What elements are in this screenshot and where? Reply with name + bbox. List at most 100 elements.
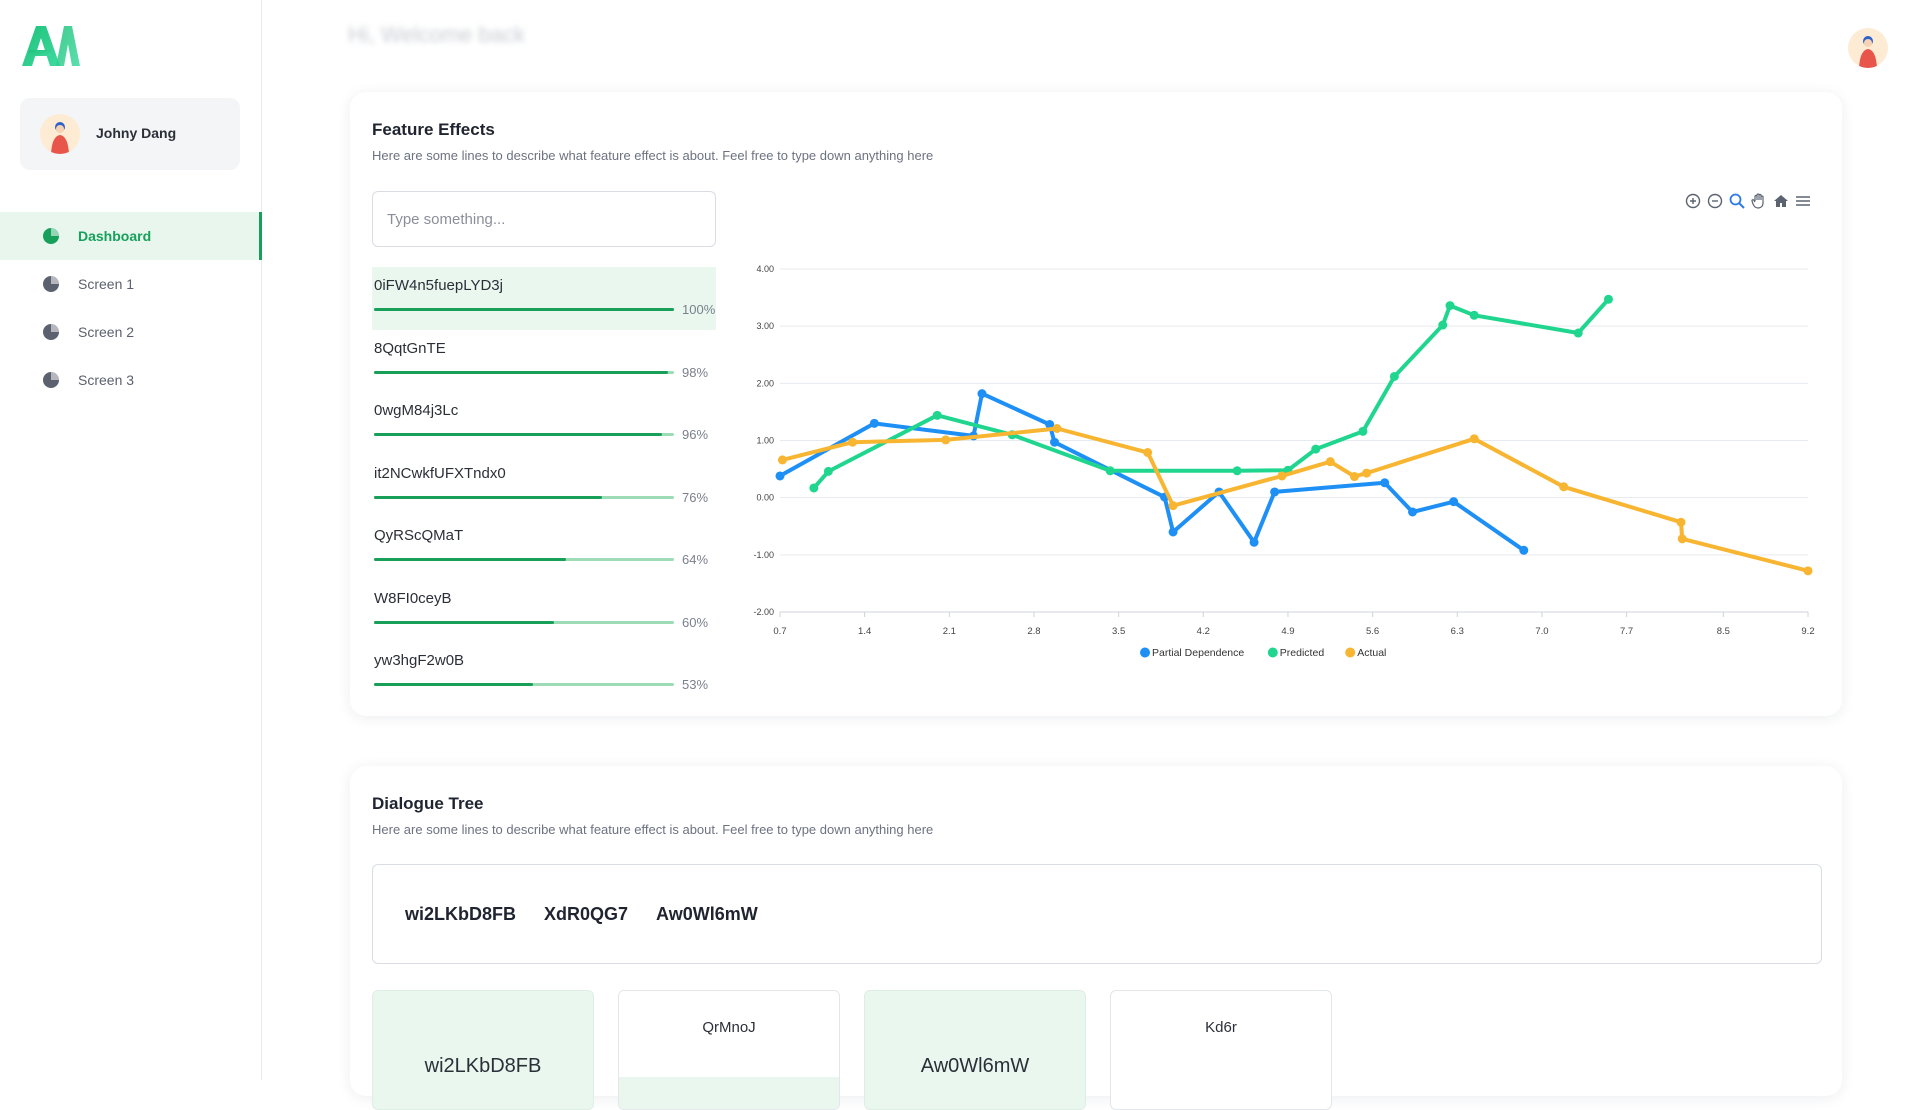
feature-progress-bar [374,558,674,561]
dialogue-path-item[interactable]: XdR0QG7 [544,903,629,924]
legend-label: Partial Dependence [1152,647,1244,659]
y-tick-label: 0.00 [756,493,774,503]
zoom-out-icon[interactable] [1706,192,1724,210]
data-point [1445,301,1455,311]
home-icon[interactable] [1772,192,1790,210]
feature-percent: 96% [682,427,709,442]
feature-item[interactable]: W8FI0ceyB 60% [372,580,716,643]
legend-label: Actual [1357,647,1386,659]
dialogue-path-item[interactable]: wi2LKbD8FB [405,903,517,924]
data-point [1050,437,1060,447]
sidebar-item-label: Screen 3 [78,372,135,388]
user-name: Johny Dang [96,125,177,141]
feature-name: yw3hgF2w0B [374,652,465,669]
data-point [1676,517,1686,527]
feature-percent: 76% [682,489,709,505]
dialogue-node[interactable]: wi2LKbD8FB [372,990,594,1110]
dialogue-path-item[interactable]: Aw0Wl6mW [656,903,758,924]
legend-marker [1267,647,1278,658]
sidebar-item-screen-1[interactable]: Screen 1 [0,260,262,308]
data-point [1168,527,1178,537]
user-profile-card[interactable]: Johny Dang [20,98,240,170]
x-tick-label: 5.6 [1366,626,1379,637]
feature-name: W8FI0ceyB [374,589,452,607]
y-tick-label: 2.00 [756,378,774,388]
feature-list: 0iFW4n5fuepLYD3j 100% 8QqtGnTE 98% 0wgM8… [372,267,716,705]
feature-item[interactable]: yw3hgF2w0B 53% [372,642,716,705]
feature-item[interactable]: 0iFW4n5fuepLYD3j 100% [372,267,716,330]
app-logo[interactable] [20,24,82,68]
series-line [811,297,1611,490]
pie-chart-icon [43,372,59,388]
feature-name: 0wgM84j3Lc [374,402,459,419]
y-tick-label: 1.00 [756,436,774,446]
feature-effects-chart: 4.00 3.00 2.00 1.00 0.00 -1.00 -2.00 0.7 1.4 2.1 2… [753,264,1814,659]
feature-name: 8QqtGnTE [374,339,446,357]
x-tick-label: 0.7 [773,626,786,637]
data-point [1143,448,1153,458]
dialogue-node-strip [619,1077,839,1109]
dialogue-node-label: Aw0Wl6mW [920,1055,1030,1077]
dialogue-node-label: QrMnoJ [702,1019,756,1036]
data-point [1232,466,1242,476]
data-point [777,455,787,465]
sidebar-item-dashboard[interactable]: Dashboard [0,212,262,260]
y-tick-label: 3.00 [756,321,774,331]
feature-item[interactable]: 8QqtGnTE 98% [372,330,716,393]
data-point [869,418,879,428]
data-point [941,435,951,445]
x-tick-label: 4.9 [1281,626,1294,637]
dialogue-node[interactable]: QrMnoJ [618,990,840,1110]
feature-progress-bar [374,620,674,624]
x-tick-label: 6.3 [1451,626,1464,637]
sidebar-item-label: Screen 1 [78,276,135,292]
pie-chart-icon [43,228,59,244]
y-tick-label: -1.00 [753,550,774,560]
feature-percent: 98% [682,364,709,380]
feature-effects-card: Feature Effects Here are some lines to d… [350,92,1842,716]
feature-search-input[interactable] [372,191,716,247]
data-point [1803,566,1813,576]
magnifier-icon[interactable] [1728,192,1746,210]
data-point [1449,497,1459,507]
data-point [1408,507,1418,517]
feature-item[interactable]: it2NCwkfUFXTndx0 76% [372,455,716,518]
data-point [1270,487,1280,497]
dialogue-node-row: wi2LKbD8FB QrMnoJ Aw0Wl6mW Kd6r [372,990,1332,1110]
pan-hand-icon[interactable] [1750,192,1768,210]
data-point [1469,434,1479,444]
feature-item[interactable]: 0wgM84j3Lc 96% [372,392,716,455]
zoom-in-icon[interactable] [1684,192,1702,210]
feature-percent: 60% [682,614,709,630]
sidebar-item-screen-2[interactable]: Screen 2 [0,308,262,356]
header-avatar[interactable] [1848,28,1888,68]
legend-label: Predicted [1280,647,1325,659]
data-point [932,410,942,420]
x-tick-label: 9.2 [1801,626,1814,637]
data-point [1349,472,1359,482]
dialogue-node-label: Kd6r [1205,1019,1237,1036]
dialogue-tree-title: Dialogue Tree [372,794,484,813]
feature-progress-bar [374,370,674,374]
feature-progress-bar [374,495,674,499]
feature-progress-fill [374,433,662,436]
dialogue-node[interactable]: Aw0Wl6mW [864,990,1086,1110]
data-point [1559,482,1569,492]
dialogue-node[interactable]: Kd6r [1110,990,1332,1110]
data-point [1389,371,1399,381]
data-point [1311,444,1321,454]
y-tick-label: -2.00 [753,607,774,617]
data-point [823,466,833,476]
feature-progress-fill [374,308,674,311]
dialogue-tree-subtitle: Here are some lines to describe what fea… [372,822,934,837]
feature-item[interactable]: QyRScQMaT 64% [372,517,716,580]
sidebar-item-screen-3[interactable]: Screen 3 [0,356,262,404]
feature-progress-bar [374,683,674,686]
x-tick-label: 3.5 [1112,626,1125,637]
menu-icon[interactable] [1794,192,1812,210]
data-point [1380,478,1390,488]
feature-progress-fill [374,620,554,624]
feature-progress-fill [374,370,668,374]
data-point [1045,419,1055,429]
legend-marker [1345,647,1356,658]
